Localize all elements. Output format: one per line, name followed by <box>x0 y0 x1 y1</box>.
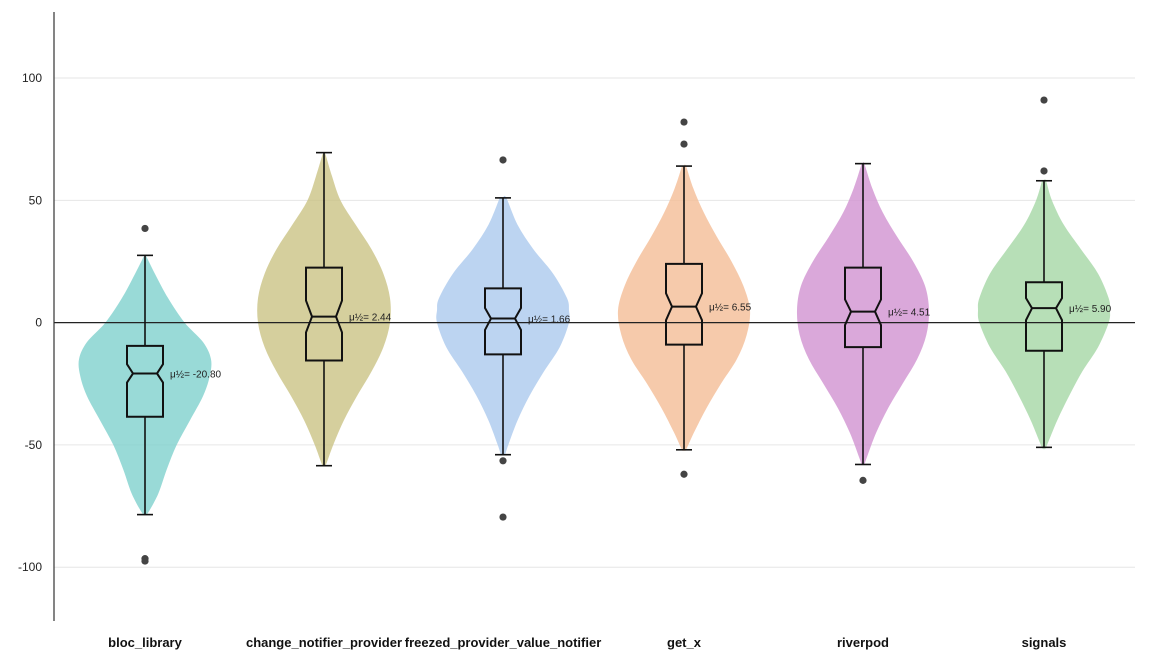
y-tick-label: 100 <box>22 71 42 85</box>
category-label-bloc-library: bloc_library <box>108 635 182 650</box>
outlier-point <box>141 224 149 233</box>
y-tick-label: 50 <box>29 193 43 207</box>
notched-box-signals <box>1025 281 1063 352</box>
box-plots: μ½= -20.80 μ½= 2.44 μ½= 1.66 μ½= 6.55 μ½= 4.… <box>126 96 1112 565</box>
median-label: μ½= 1.66 <box>528 315 571 326</box>
notched-box-riverpod <box>844 266 882 349</box>
outlier-point <box>499 156 507 164</box>
violin-change-notifier-provider <box>257 152 391 466</box>
y-axis: 100 50 0 -50 -100 <box>18 12 55 621</box>
median-label: μ½= -20.80 <box>170 369 222 380</box>
violin-riverpod <box>796 161 930 466</box>
violins <box>78 152 1111 515</box>
category-labels: bloc_library change_notifier_provider free… <box>108 635 1066 650</box>
outlier-point <box>859 476 867 484</box>
median-label: μ½= 4.51 <box>888 308 931 319</box>
y-tick-label: -100 <box>18 560 42 574</box>
outlier-point <box>680 140 688 148</box>
outlier-point <box>141 557 149 565</box>
category-label-signals: signals <box>1022 635 1067 650</box>
outlier-point <box>499 457 507 465</box>
violin-bloc-library <box>78 255 212 515</box>
outlier-point <box>680 118 688 126</box>
y-tick-label: 0 <box>35 316 42 330</box>
violin-get-x <box>617 164 751 452</box>
outlier-point <box>680 470 688 478</box>
category-label-freezed-provider-value-notifier: freezed_provider_value_notifier <box>405 635 602 650</box>
category-label-get-x: get_x <box>667 635 702 650</box>
median-label: μ½= 2.44 <box>349 313 392 324</box>
y-tick-label: -50 <box>25 438 43 452</box>
outlier-point <box>499 513 507 521</box>
outlier-point <box>1040 96 1048 104</box>
notched-box-change-notifier-provider <box>305 266 343 362</box>
violin-signals <box>977 179 1111 450</box>
median-label: μ½= 5.90 <box>1069 304 1112 315</box>
outlier-point <box>1040 167 1048 175</box>
category-label-riverpod: riverpod <box>837 635 889 650</box>
notched-box-bloc-library <box>126 344 164 418</box>
notched-box-freezed-provider-value-notifier <box>484 287 522 356</box>
violin-freezed-provider-value-notifier <box>436 195 570 456</box>
grid-lines <box>54 77 1135 568</box>
notched-box-get-x <box>665 262 703 346</box>
category-label-change-notifier-provider: change_notifier_provider <box>246 635 402 650</box>
median-label: μ½= 6.55 <box>709 303 752 314</box>
